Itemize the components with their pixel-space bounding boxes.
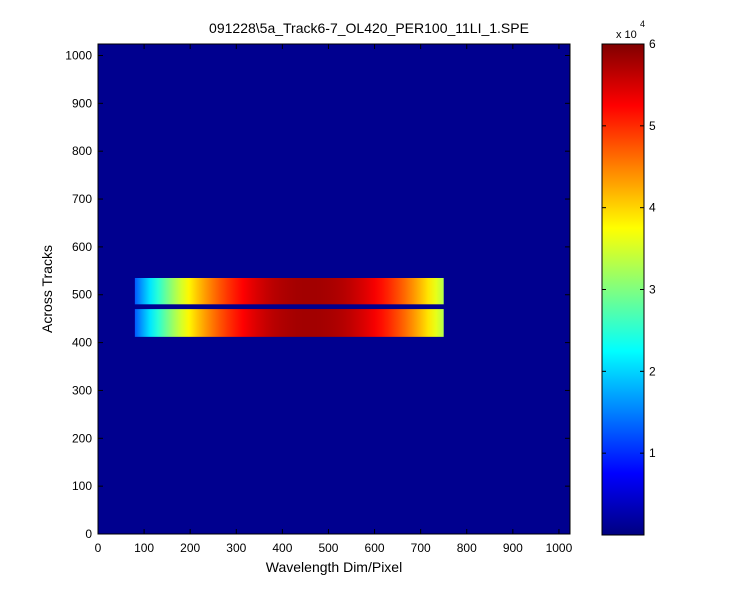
y-axis-label: Across Tracks bbox=[39, 245, 55, 333]
x-axis-label: Wavelength Dim/Pixel bbox=[266, 559, 402, 575]
y-axis: 0 100 200 300 400 500 600 700 800 900 1000 bbox=[65, 48, 570, 541]
colorbar-tick-label: 2 bbox=[649, 364, 656, 378]
colorbar-tick-label: 1 bbox=[649, 446, 656, 460]
y-tick-label: 200 bbox=[72, 431, 92, 445]
y-tick-label: 100 bbox=[72, 479, 92, 493]
colorbar-tick-label: 4 bbox=[649, 201, 656, 215]
signal-band-2 bbox=[134, 309, 444, 337]
y-tick-label: 800 bbox=[72, 144, 92, 158]
colorbar bbox=[601, 43, 645, 536]
x-tick-label: 700 bbox=[411, 541, 431, 555]
x-tick-label: 500 bbox=[318, 541, 338, 555]
x-tick-label: 900 bbox=[503, 541, 523, 555]
y-tick-label: 900 bbox=[72, 96, 92, 110]
y-tick-label: 0 bbox=[85, 527, 92, 541]
colorbar-ticks: 1 2 3 4 5 6 bbox=[602, 37, 656, 460]
signal-band-1 bbox=[134, 277, 444, 305]
colorbar-tick-label: 6 bbox=[649, 37, 656, 51]
colorbar-exponent-label: x 10 bbox=[616, 29, 637, 41]
x-tick-label: 400 bbox=[272, 541, 292, 555]
x-tick-label: 0 bbox=[95, 541, 102, 555]
x-tick-label: 200 bbox=[180, 541, 200, 555]
y-tick-label: 1000 bbox=[65, 48, 92, 62]
colorbar-tick-label: 5 bbox=[649, 119, 656, 133]
colorbar-tick-label: 3 bbox=[649, 283, 656, 297]
y-tick-label: 500 bbox=[72, 288, 92, 302]
x-tick-label: 800 bbox=[457, 541, 477, 555]
x-tick-label: 600 bbox=[365, 541, 385, 555]
y-tick-label: 700 bbox=[72, 192, 92, 206]
colorbar-exponent: 4 bbox=[640, 19, 645, 29]
x-tick-label: 1000 bbox=[546, 541, 573, 555]
x-tick-label: 100 bbox=[134, 541, 154, 555]
y-tick-label: 400 bbox=[72, 336, 92, 350]
y-tick-label: 600 bbox=[72, 240, 92, 254]
x-tick-label: 300 bbox=[226, 541, 246, 555]
signal-bands bbox=[134, 277, 444, 337]
chart-title: 091228\5a_Track6-7_OL420_PER100_11LI_1.S… bbox=[209, 20, 529, 36]
x-axis: 0 100 200 300 400 500 600 700 800 900 1000 bbox=[95, 44, 573, 555]
y-tick-label: 300 bbox=[72, 383, 92, 397]
